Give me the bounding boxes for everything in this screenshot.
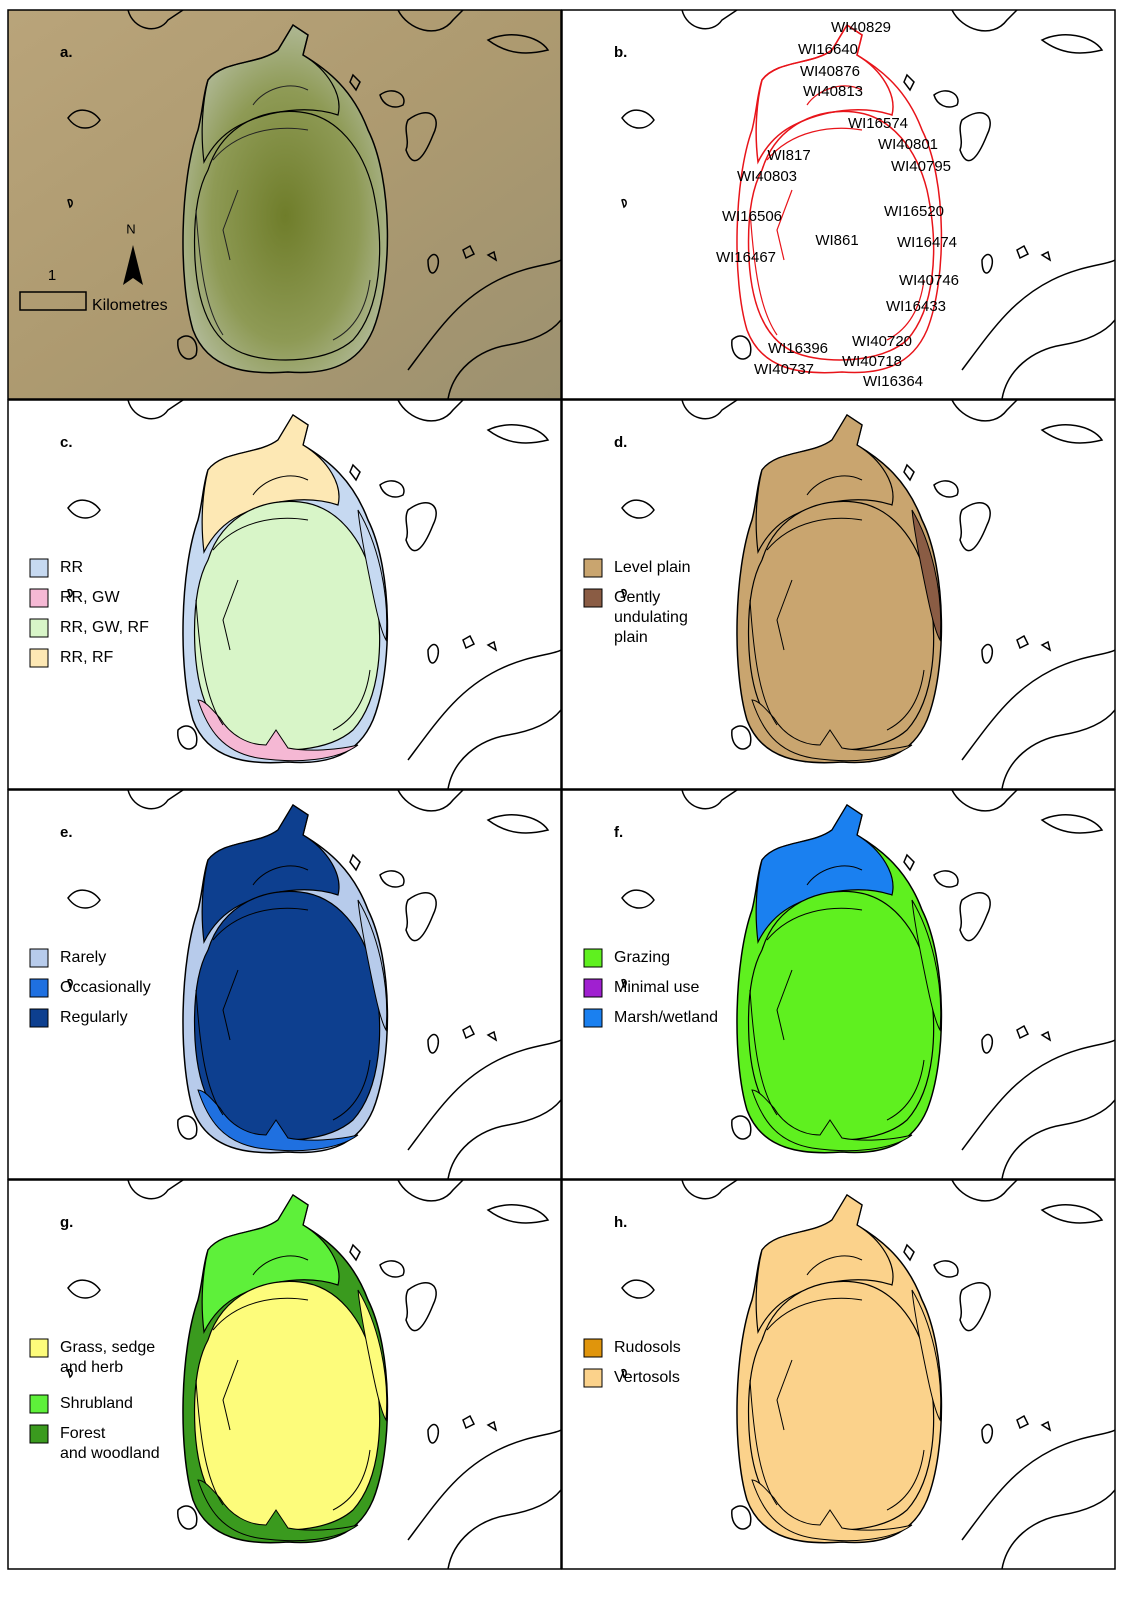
- figure: N1Kilometresa.WI40829WI16640WI40876WI408…: [0, 0, 1130, 1592]
- panel-label: b.: [614, 44, 627, 61]
- panel-label: h.: [614, 1214, 627, 1231]
- panel-content: Rarely Occasionally Regularly e.: [8, 790, 561, 1179]
- legend-label: Occasionally: [60, 979, 151, 996]
- panel-content: RR RR, GW RR, GW, RF RR, RF c.: [8, 400, 561, 789]
- map-panel: Level plain Gently undulating plain d.: [562, 400, 1115, 789]
- map-panel: Rarely Occasionally Regularly e.: [8, 790, 561, 1179]
- polygon-label: WI40801: [878, 136, 938, 153]
- legend-label: Forest: [60, 1425, 106, 1442]
- polygon-label: WI16506: [722, 208, 782, 225]
- legend-swatch: [30, 649, 48, 667]
- polygon-label: WI16433: [886, 298, 946, 315]
- legend-swatch: [584, 589, 602, 607]
- map-panel: WI40829 WI16640 WI40876 WI40813 WI16574 WI408…: [562, 10, 1115, 399]
- panel-content: Grass, sedge and herb Shrubland Forest and w…: [8, 1180, 561, 1569]
- legend-label: RR, GW: [60, 589, 120, 606]
- legend-swatch: [584, 1009, 602, 1027]
- region: [195, 1281, 380, 1530]
- legend-label: RR, GW, RF: [60, 619, 149, 636]
- legend-swatch: [30, 589, 48, 607]
- polygon-label: WI40829: [831, 19, 891, 36]
- legend-label: Level plain: [614, 559, 691, 576]
- legend-label: Shrubland: [60, 1395, 133, 1412]
- legend-swatch: [584, 1339, 602, 1357]
- polygon-label: WI16640: [798, 41, 858, 58]
- map-panel: Grass, sedge and herb Shrubland Forest and w…: [8, 1180, 561, 1569]
- polygon-label: WI40720: [852, 333, 912, 350]
- polygon-label: WI16467: [716, 249, 776, 266]
- legend-swatch: [584, 949, 602, 967]
- legend-swatch: [30, 1339, 48, 1357]
- legend-label: Regularly: [60, 1009, 128, 1026]
- north-label: N: [126, 221, 135, 236]
- legend-label: undulating: [614, 609, 688, 626]
- panel-content: Level plain Gently undulating plain d.: [562, 400, 1115, 789]
- panel-content: N 1 Kilometres a.: [8, 10, 561, 399]
- polygon-label: WI40737: [754, 361, 814, 378]
- polygon-label: WI817: [767, 147, 810, 164]
- panel-content: Rudosols Vertosols h.: [562, 1180, 1115, 1569]
- region: [749, 891, 934, 1140]
- panel-label: a.: [60, 44, 73, 61]
- region: [195, 891, 380, 1140]
- legend-swatch: [30, 979, 48, 997]
- legend-label: Marsh/wetland: [614, 1009, 718, 1026]
- scale-unit: Kilometres: [92, 297, 168, 314]
- legend-label: Rudosols: [614, 1339, 681, 1356]
- polygon-label: WI16520: [884, 203, 944, 220]
- polygon-label: WI16396: [768, 340, 828, 357]
- legend-swatch: [30, 1425, 48, 1443]
- legend-label: Gently: [614, 589, 660, 606]
- legend-label: Grazing: [614, 949, 670, 966]
- legend-swatch: [30, 1009, 48, 1027]
- legend-swatch: [30, 619, 48, 637]
- legend-label: and woodland: [60, 1445, 160, 1462]
- polygon-label: WI16574: [848, 115, 908, 132]
- panel-label: d.: [614, 434, 627, 451]
- legend-swatch: [30, 559, 48, 577]
- region: [749, 1281, 934, 1530]
- polygon-label: WI40746: [899, 272, 959, 289]
- region: [195, 501, 380, 750]
- polygon-label: WI861: [815, 232, 858, 249]
- map-panel: Rudosols Vertosols h.: [562, 1180, 1115, 1569]
- polygon-label: WI16474: [897, 234, 957, 251]
- panel-label: c.: [60, 434, 73, 451]
- page: {"panels": [ {"label": "a.", "scale_labe…: [0, 0, 1130, 1597]
- scale-label: 1: [48, 267, 56, 284]
- legend-label: RR: [60, 559, 83, 576]
- legend-label: Rarely: [60, 949, 106, 966]
- legend-label: plain: [614, 629, 648, 646]
- panel-label: g.: [60, 1214, 73, 1231]
- map-panel: RR RR, GW RR, GW, RF RR, RF c.: [8, 400, 561, 789]
- polygon-label: WI40876: [800, 63, 860, 80]
- panel-content: Grazing Minimal use Marsh/wetland f.: [562, 790, 1115, 1179]
- map-panel: Grazing Minimal use Marsh/wetland f.: [562, 790, 1115, 1179]
- region: [749, 501, 934, 750]
- polygon-label: WI40718: [842, 353, 902, 370]
- legend-label: Vertosols: [614, 1369, 680, 1386]
- polygon-label: WI16364: [863, 373, 923, 390]
- legend-swatch: [584, 979, 602, 997]
- panel-label: f.: [614, 824, 623, 841]
- panel-content: WI40829 WI16640 WI40876 WI40813 WI16574 WI408…: [562, 10, 1115, 399]
- polygon-label: WI40813: [803, 83, 863, 100]
- map-panel: N 1 Kilometres a.: [8, 10, 561, 399]
- legend-swatch: [30, 1395, 48, 1413]
- legend-label: and herb: [60, 1359, 123, 1376]
- polygon-label: WI40803: [737, 168, 797, 185]
- panel-label: e.: [60, 824, 73, 841]
- legend-swatch: [584, 559, 602, 577]
- legend-label: RR, RF: [60, 649, 114, 666]
- polygon-label: WI40795: [891, 158, 951, 175]
- legend-label: Minimal use: [614, 979, 699, 996]
- legend-label: Grass, sedge: [60, 1339, 155, 1356]
- legend-swatch: [584, 1369, 602, 1387]
- legend-swatch: [30, 949, 48, 967]
